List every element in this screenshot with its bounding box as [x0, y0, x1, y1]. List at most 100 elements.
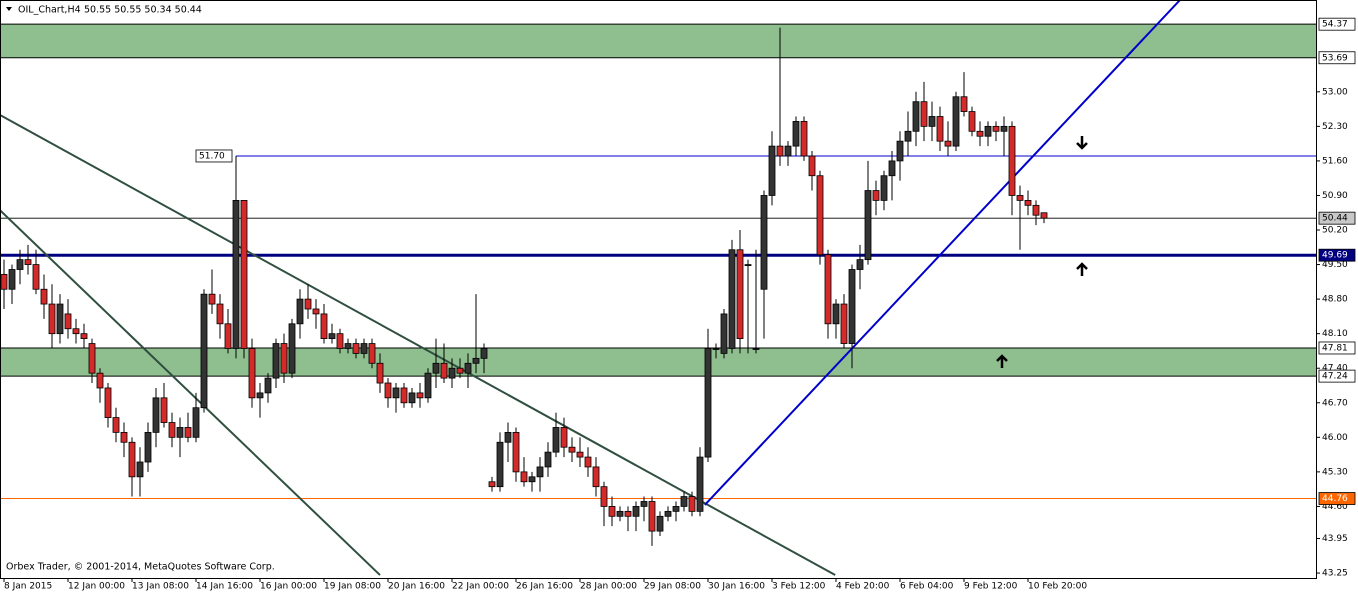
candle-body-up	[176, 427, 184, 438]
level-label-box	[1318, 248, 1356, 262]
y-tick-label: 48.10	[1322, 329, 1348, 339]
candle-body-down	[416, 392, 424, 399]
candle-body-down	[208, 293, 216, 305]
candle-body-up	[56, 303, 64, 335]
candle-body-up	[360, 343, 368, 354]
candle-body-up	[528, 476, 536, 483]
candle-body-down	[384, 382, 392, 399]
x-tick-label: 6 Feb 04:00	[900, 582, 954, 592]
y-tick-label: 46.70	[1322, 398, 1348, 408]
candle-body-down	[24, 259, 32, 265]
level-label: 50.44	[1318, 211, 1356, 225]
x-tick-label: 19 Jan 08:00	[324, 582, 381, 592]
level-label-text: 44.76	[1322, 494, 1348, 504]
candle-body-up	[848, 269, 856, 344]
candle-body-down	[1008, 125, 1016, 196]
candle-body-up	[8, 269, 16, 290]
x-tick-label: 16 Jan 00:00	[260, 582, 317, 592]
y-tick-label: 45.30	[1322, 467, 1348, 477]
candle-body-down	[32, 264, 40, 290]
candle-body-up	[896, 140, 904, 162]
arrow-up	[996, 354, 1008, 368]
candle-body-down	[592, 466, 600, 488]
candle-body-up	[1000, 125, 1008, 132]
candle-body-down	[88, 343, 96, 374]
candle-body-up	[552, 427, 560, 453]
candle-body-up	[664, 510, 672, 517]
y-tick-label: 50.90	[1322, 191, 1348, 201]
candle-body-up	[144, 431, 152, 463]
candle-body-down	[976, 130, 984, 137]
candle-body-up	[424, 372, 432, 399]
y-tick-label: 50.20	[1322, 226, 1348, 236]
x-tick-label: 12 Jan 00:00	[68, 582, 125, 592]
candle-body-down	[600, 486, 608, 507]
candle-body-up	[856, 259, 864, 270]
candle-body-down	[376, 362, 384, 384]
candle-body-down	[48, 303, 56, 335]
chart-ohlc: 50.55 50.55 50.34 50.44	[84, 5, 202, 16]
candle-body-down	[352, 343, 360, 354]
candle-body-up	[232, 199, 240, 349]
candle-body-down	[808, 155, 816, 177]
candle-body-down	[336, 333, 344, 349]
arrow-down	[1076, 136, 1088, 150]
x-tick-label: 28 Jan 00:00	[580, 582, 637, 592]
level-label-text: 50.44	[1322, 214, 1348, 224]
candle-body-down	[608, 506, 616, 517]
candle-body-down	[240, 199, 248, 349]
candle-body-up	[152, 397, 160, 433]
chart-title: OIL_Chart,H4	[18, 5, 81, 16]
candle-body-up	[328, 333, 336, 340]
level-label-text: 47.81	[1322, 343, 1348, 353]
candle-body-down	[776, 145, 784, 157]
x-tick-label: 29 Jan 08:00	[644, 582, 701, 592]
candle-body-up	[880, 175, 888, 201]
candle-body-up	[344, 343, 352, 349]
candle-body-up	[720, 313, 728, 354]
candle-body-up	[16, 259, 24, 270]
arrow-annotations	[996, 136, 1088, 368]
y-tick-label: 48.80	[1322, 295, 1348, 305]
candle-body-down	[184, 427, 192, 438]
candle-body-down	[440, 362, 448, 379]
candle-body-down	[560, 427, 568, 448]
candle-body-down	[248, 348, 256, 399]
y-tick-label: 53.00	[1322, 87, 1348, 97]
level-label-box	[1318, 17, 1356, 31]
level-label: 47.24	[1318, 369, 1356, 383]
trendline	[0, 114, 836, 576]
candle-body-down	[40, 288, 48, 305]
zone	[1, 347, 1316, 377]
y-tick-label: 47.40	[1322, 364, 1348, 374]
candle-body-up	[296, 298, 304, 325]
level-label-text: 54.37	[1322, 20, 1348, 30]
candle-body-up	[616, 510, 624, 517]
candle-body-up	[392, 387, 400, 399]
level-label: 44.76	[1318, 492, 1356, 505]
candle-body-up	[504, 431, 512, 443]
level-label-box	[1318, 341, 1356, 355]
candle-body-down	[0, 274, 8, 290]
plot-background	[0, 0, 1317, 579]
x-tick-label: 30 Jan 16:00	[708, 582, 765, 592]
level-label: 51.70	[195, 149, 233, 163]
candle-body-down	[1016, 195, 1024, 201]
candle-body-down	[824, 254, 832, 325]
candle-body-up	[912, 101, 920, 132]
candle-body-up	[408, 392, 416, 404]
candle-body-down	[1032, 204, 1040, 216]
header-menu-icon	[6, 7, 12, 11]
candle-body-down	[168, 422, 176, 438]
candle-body-down	[648, 501, 656, 532]
candle-body-up	[264, 377, 272, 394]
y-tick-label: 46.00	[1322, 433, 1348, 443]
level-label-box	[1318, 211, 1356, 225]
candle-body-up	[448, 367, 456, 379]
candle-body-down	[800, 121, 808, 157]
plot-frame	[0, 0, 1317, 579]
level-label-text: 53.69	[1322, 53, 1348, 63]
candle-body-up	[904, 130, 912, 142]
x-tick-label: 3 Feb 12:00	[772, 582, 826, 592]
candle-body-down	[280, 343, 288, 374]
